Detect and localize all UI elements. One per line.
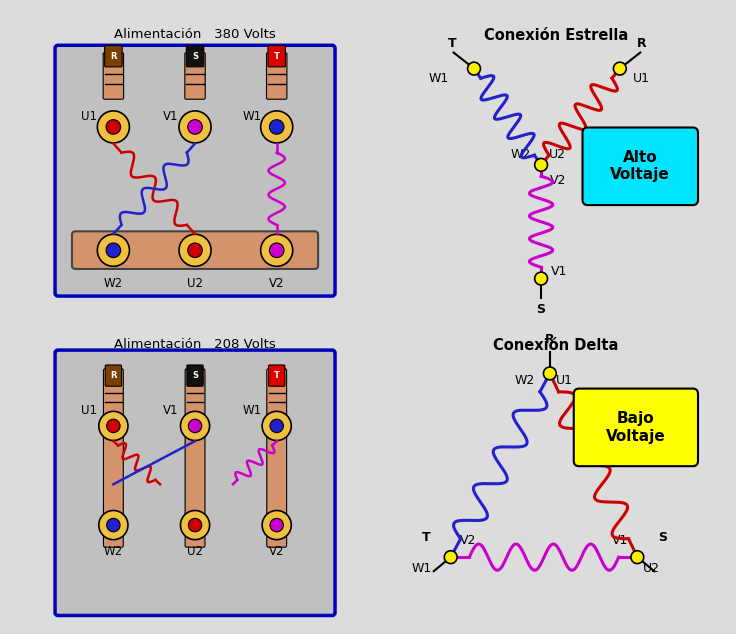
FancyBboxPatch shape: [105, 46, 122, 67]
Text: T: T: [422, 531, 431, 544]
FancyBboxPatch shape: [266, 53, 287, 100]
Text: W1: W1: [411, 562, 432, 574]
Text: Alto
Voltaje: Alto Voltaje: [610, 150, 670, 183]
FancyBboxPatch shape: [103, 53, 124, 100]
Circle shape: [534, 272, 548, 285]
FancyBboxPatch shape: [105, 365, 121, 386]
Circle shape: [188, 419, 202, 432]
Circle shape: [467, 62, 481, 75]
Circle shape: [188, 243, 202, 257]
Circle shape: [188, 120, 202, 134]
Text: R: R: [545, 333, 555, 346]
Text: R: R: [110, 372, 116, 380]
Text: U1: U1: [80, 404, 96, 417]
Text: V2: V2: [269, 276, 284, 290]
FancyBboxPatch shape: [582, 127, 698, 205]
Text: R: R: [110, 52, 116, 61]
Text: V1: V1: [612, 534, 628, 547]
Text: W2: W2: [104, 545, 123, 559]
Text: Bajo
Voltaje: Bajo Voltaje: [606, 411, 666, 444]
Circle shape: [97, 234, 130, 266]
FancyBboxPatch shape: [574, 389, 698, 466]
Text: S: S: [192, 52, 198, 61]
Text: U2: U2: [643, 562, 659, 574]
Circle shape: [269, 120, 284, 134]
Circle shape: [97, 111, 130, 143]
Circle shape: [99, 510, 128, 540]
FancyBboxPatch shape: [266, 369, 286, 547]
Text: U1: U1: [633, 72, 650, 86]
Circle shape: [613, 62, 626, 75]
Text: S: S: [192, 372, 198, 380]
FancyBboxPatch shape: [186, 46, 204, 67]
Circle shape: [269, 243, 284, 257]
Text: V1: V1: [163, 404, 178, 417]
Circle shape: [445, 551, 457, 564]
Circle shape: [106, 243, 121, 257]
Text: W2: W2: [511, 148, 531, 161]
Text: U2: U2: [549, 148, 566, 161]
Circle shape: [179, 234, 211, 266]
FancyBboxPatch shape: [185, 53, 205, 100]
FancyBboxPatch shape: [104, 369, 124, 547]
FancyBboxPatch shape: [185, 369, 205, 547]
Text: T: T: [274, 372, 280, 380]
Text: Alimentación   380 Volts: Alimentación 380 Volts: [114, 28, 276, 41]
FancyBboxPatch shape: [268, 46, 286, 67]
Circle shape: [534, 158, 548, 171]
Circle shape: [261, 234, 293, 266]
Text: V2: V2: [460, 534, 476, 547]
Text: U2: U2: [187, 545, 203, 559]
FancyBboxPatch shape: [72, 231, 318, 269]
Text: W1: W1: [242, 404, 261, 417]
Text: W2: W2: [104, 276, 123, 290]
Text: Conexión Estrella: Conexión Estrella: [484, 28, 628, 42]
FancyBboxPatch shape: [187, 365, 203, 386]
FancyBboxPatch shape: [55, 45, 335, 296]
Text: S: S: [537, 303, 545, 316]
FancyBboxPatch shape: [269, 365, 285, 386]
Text: T: T: [447, 37, 456, 49]
Text: U1: U1: [80, 110, 96, 122]
Circle shape: [179, 111, 211, 143]
Text: R: R: [637, 37, 646, 49]
Text: V1: V1: [551, 265, 567, 278]
Circle shape: [262, 411, 291, 441]
Text: W1: W1: [429, 72, 449, 86]
Text: W2: W2: [515, 374, 535, 387]
Circle shape: [99, 411, 128, 441]
Text: W1: W1: [242, 110, 261, 122]
Circle shape: [180, 411, 210, 441]
Text: T: T: [274, 52, 280, 61]
Circle shape: [262, 510, 291, 540]
Circle shape: [180, 510, 210, 540]
Circle shape: [270, 419, 283, 432]
Circle shape: [107, 419, 120, 432]
Circle shape: [188, 519, 202, 532]
Circle shape: [107, 519, 120, 532]
FancyBboxPatch shape: [55, 350, 335, 616]
Text: V1: V1: [163, 110, 178, 122]
Circle shape: [106, 120, 121, 134]
Text: Conexión Delta: Conexión Delta: [493, 339, 618, 353]
Text: Alimentación   208 Volts: Alimentación 208 Volts: [114, 339, 276, 351]
Text: V2: V2: [269, 545, 284, 559]
Circle shape: [270, 519, 283, 532]
Text: U2: U2: [187, 276, 203, 290]
Circle shape: [543, 367, 556, 380]
Text: S: S: [658, 531, 667, 544]
Circle shape: [261, 111, 293, 143]
Text: V2: V2: [550, 174, 566, 188]
Text: U1: U1: [556, 374, 573, 387]
Circle shape: [631, 551, 644, 564]
